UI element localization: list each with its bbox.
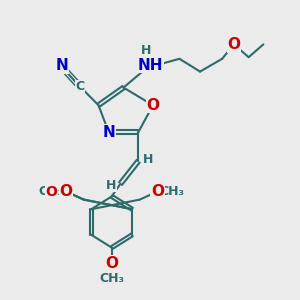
Text: O: O — [45, 184, 57, 199]
Text: O: O — [151, 184, 164, 199]
Text: N: N — [55, 58, 68, 73]
Text: O: O — [60, 184, 72, 199]
Text: H: H — [140, 44, 151, 57]
Text: CH₃: CH₃ — [160, 185, 184, 198]
Text: O: O — [227, 37, 240, 52]
Text: H: H — [106, 179, 116, 192]
Text: O: O — [60, 184, 73, 199]
Text: CH₃: CH₃ — [99, 272, 124, 284]
Text: O: O — [146, 98, 159, 113]
Text: C: C — [75, 80, 85, 94]
Text: CH₃: CH₃ — [39, 185, 64, 198]
Text: N: N — [102, 125, 115, 140]
Text: O: O — [105, 256, 118, 271]
Text: NH: NH — [137, 58, 163, 73]
Text: H: H — [142, 153, 153, 166]
